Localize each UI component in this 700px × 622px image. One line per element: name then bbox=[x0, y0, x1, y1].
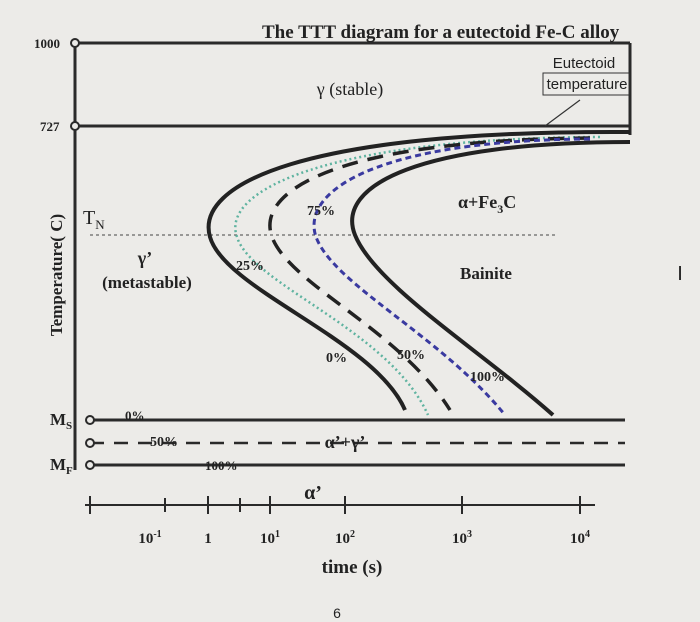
page-number: 6 bbox=[333, 605, 341, 621]
x-tick-label: 10-1 bbox=[138, 529, 161, 547]
ms-base: M bbox=[50, 410, 66, 429]
blue-dashed-curve bbox=[312, 137, 591, 416]
pearlite-tail: C bbox=[503, 192, 516, 212]
x-tick-label: 104 bbox=[570, 529, 590, 547]
finish-curve bbox=[350, 140, 631, 417]
x-tick-label: 1 bbox=[204, 531, 212, 547]
curve-label: 0% bbox=[326, 351, 347, 366]
x-tick-label: 101 bbox=[260, 529, 280, 547]
y-label: Temperature( C) bbox=[47, 214, 66, 336]
mf-pct: 100% bbox=[205, 458, 238, 473]
axis-circles bbox=[70, 38, 95, 470]
mf-label: MF bbox=[50, 455, 73, 477]
tn-label: TN bbox=[83, 207, 105, 232]
title: The TTT diagram for a eutectoid Fe-C all… bbox=[262, 22, 620, 43]
x-ticks bbox=[89, 496, 581, 514]
x-tick-label: 102 bbox=[335, 529, 355, 547]
eutectoid-note: Eutectoid bbox=[553, 55, 616, 72]
tick-exp: 1 bbox=[275, 529, 280, 540]
m50-label: 50% bbox=[150, 435, 178, 450]
start-curve bbox=[206, 129, 631, 411]
tick-base: 10 bbox=[260, 531, 275, 547]
mf-base: M bbox=[50, 455, 66, 474]
tn-sub: N bbox=[95, 217, 105, 232]
ms-label: MS bbox=[50, 410, 72, 432]
curve-label: 25% bbox=[236, 259, 264, 274]
note-box bbox=[542, 72, 630, 96]
mf-sub: F bbox=[66, 465, 73, 477]
tick-base: 10 bbox=[138, 531, 153, 547]
tn-base: T bbox=[83, 207, 95, 229]
pearlite-sub: 3 bbox=[497, 202, 503, 216]
curve-label: 75% bbox=[307, 204, 335, 219]
tick-base: 10 bbox=[335, 531, 350, 547]
x-tick-label: 103 bbox=[452, 529, 472, 547]
ms-sub: S bbox=[66, 420, 72, 432]
eutectoid-pointer bbox=[544, 99, 581, 127]
x-label: time (s) bbox=[322, 557, 383, 578]
y-top: 1000 bbox=[34, 36, 60, 51]
tick-exp: -1 bbox=[153, 529, 161, 540]
martensite-label: α’ bbox=[304, 482, 322, 504]
ms-pct: 0% bbox=[125, 408, 145, 423]
eutectoid-note: temperature bbox=[547, 76, 628, 93]
tick-exp: 4 bbox=[585, 529, 590, 540]
metastable-label: (metastable) bbox=[102, 273, 192, 292]
pearlite-base: α+Fe bbox=[458, 192, 497, 212]
mix-label: α’+γ’ bbox=[325, 432, 366, 452]
dotted-curve bbox=[234, 135, 601, 416]
tick-exp: 2 bbox=[350, 529, 355, 540]
frame bbox=[73, 41, 632, 506]
tick-base: 10 bbox=[570, 531, 585, 547]
tick-base: 10 bbox=[452, 531, 467, 547]
tick-exp: 3 bbox=[467, 529, 472, 540]
bainite-label: Bainite bbox=[460, 264, 512, 283]
stable-label: γ (stable) bbox=[316, 79, 383, 100]
y-727: 727 bbox=[40, 119, 60, 134]
cursor: I bbox=[677, 263, 683, 285]
x-tick-labels: 10-1 1 101 102 103 104 bbox=[138, 529, 590, 547]
metastable-symbol: γ’ bbox=[137, 248, 152, 268]
pearlite-label: α+Fe3C bbox=[458, 192, 516, 216]
curve-label: 50% bbox=[397, 348, 425, 363]
tick-base: 1 bbox=[204, 531, 212, 547]
curve-label: 100% bbox=[470, 370, 505, 385]
